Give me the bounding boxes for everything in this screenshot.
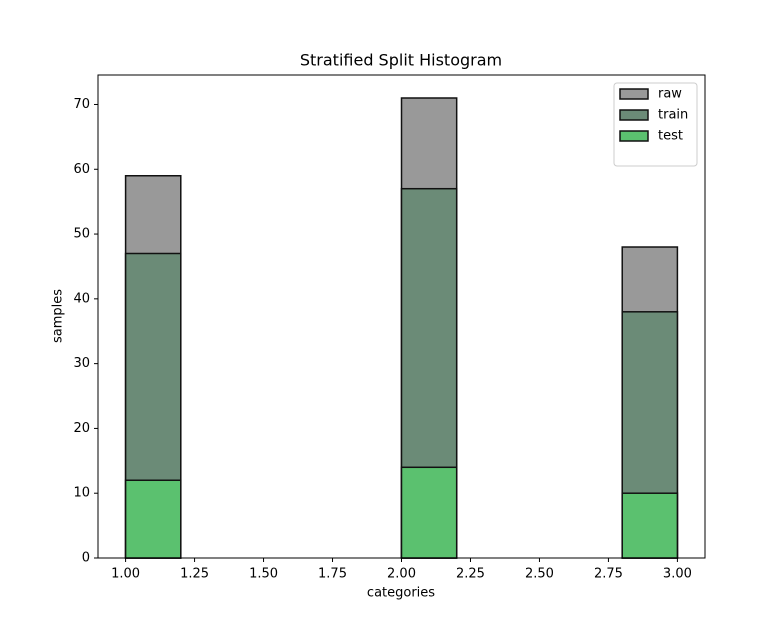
- x-axis-label: categories: [367, 586, 435, 601]
- y-tick-label: 70: [73, 97, 90, 112]
- legend-swatch: [619, 109, 649, 121]
- x-tick-label: 3.00: [663, 567, 692, 582]
- y-tick-label: 40: [73, 291, 90, 306]
- y-axis-label: samples: [51, 289, 66, 343]
- x-tick-label: 1.50: [249, 567, 278, 582]
- legend-label: test: [658, 129, 683, 144]
- x-tick-label: 2.25: [456, 567, 485, 582]
- legend-box: [613, 82, 698, 167]
- legend-swatch: [619, 130, 649, 142]
- bar: [124, 479, 182, 559]
- x-tick-label: 2.75: [594, 567, 623, 582]
- x-tick-label: 2.00: [387, 567, 416, 582]
- bar: [400, 466, 458, 559]
- x-tick-label: 2.50: [525, 567, 554, 582]
- legend-label: train: [658, 108, 688, 123]
- chart-title: Stratified Split Histogram: [300, 51, 502, 70]
- y-tick-label: 60: [73, 162, 90, 177]
- x-tick-label: 1.00: [111, 567, 140, 582]
- legend-swatch: [619, 88, 649, 100]
- legend-label: raw: [658, 87, 682, 102]
- y-tick-label: 30: [73, 356, 90, 371]
- x-tick-label: 1.25: [180, 567, 209, 582]
- y-tick-label: 50: [73, 227, 90, 242]
- bar: [621, 492, 679, 559]
- y-tick-label: 0: [82, 551, 90, 566]
- y-tick-label: 20: [73, 421, 90, 436]
- y-tick-label: 10: [73, 486, 90, 501]
- x-tick-label: 1.75: [318, 567, 347, 582]
